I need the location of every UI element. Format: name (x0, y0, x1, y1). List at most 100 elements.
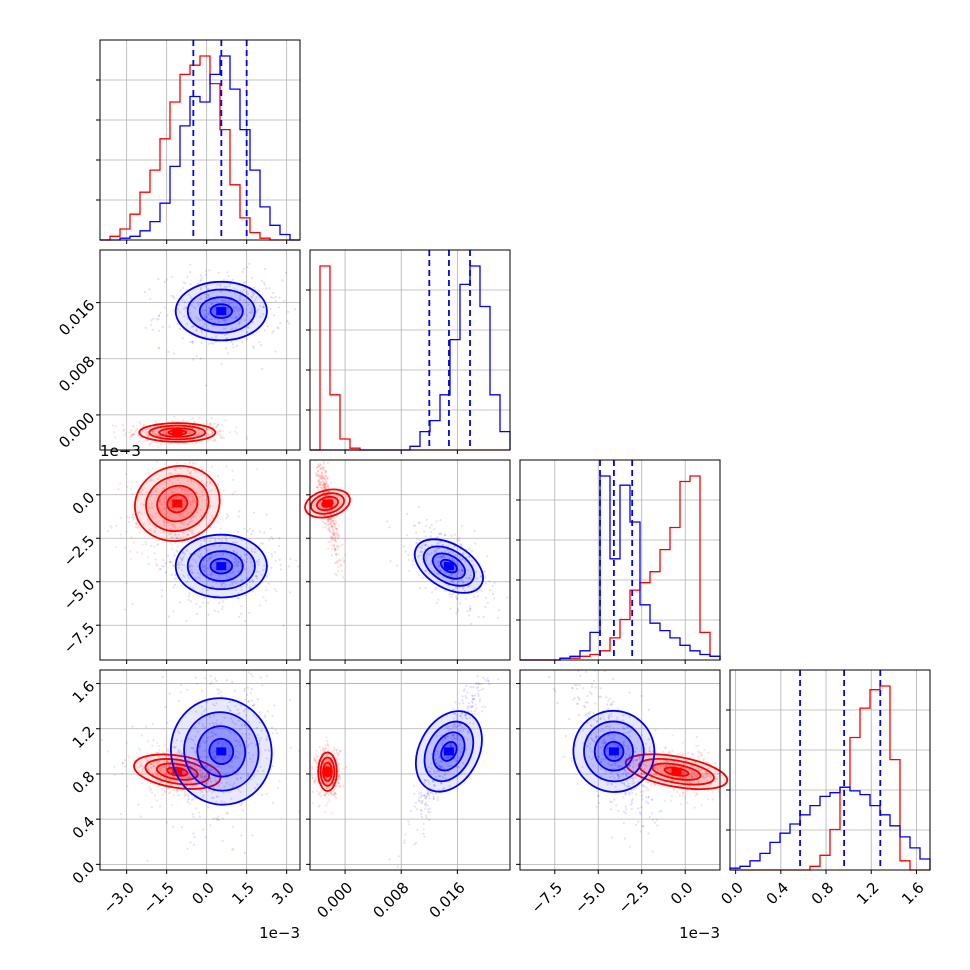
sample-point (146, 752, 149, 755)
sample-point (482, 676, 485, 679)
sample-point (591, 683, 594, 686)
sample-point (233, 574, 237, 577)
sample-point (342, 576, 345, 579)
sample-point (246, 331, 249, 334)
sample-point (407, 558, 410, 562)
sample-point (197, 532, 200, 535)
sample-point (418, 573, 421, 576)
sample-point (266, 325, 269, 328)
sample-point (139, 436, 142, 439)
sample-point (462, 689, 465, 693)
sample-point (179, 512, 182, 515)
sample-point (205, 435, 208, 438)
sample-point (140, 503, 143, 506)
sample-point (221, 424, 224, 427)
sample-point (197, 318, 200, 321)
sample-point (173, 496, 176, 499)
sample-point (131, 725, 134, 728)
sample-point (207, 579, 210, 582)
sample-point (415, 541, 418, 544)
sample-point (640, 694, 643, 698)
sample-point (192, 443, 195, 446)
sample-point (696, 793, 699, 796)
sample-point (465, 697, 468, 700)
sample-point (206, 589, 209, 592)
sample-point (325, 736, 328, 739)
sample-point (152, 515, 155, 518)
sample-point (166, 314, 169, 317)
sample-point (208, 505, 212, 508)
sample-point (227, 306, 230, 310)
sample-point (245, 301, 248, 304)
sample-point (227, 306, 230, 309)
x-tick-label: 0.016 (426, 879, 469, 922)
sample-point (640, 794, 644, 797)
sample-point (178, 486, 181, 489)
sample-point (197, 429, 200, 432)
sample-point (128, 756, 131, 759)
sample-point (143, 291, 146, 294)
sample-point (154, 516, 157, 519)
sample-point (289, 557, 292, 561)
sample-point (129, 550, 132, 553)
sample-point (162, 558, 165, 562)
sample-point (703, 748, 706, 751)
sample-point (333, 746, 336, 749)
sample-point (168, 524, 171, 527)
sample-point (333, 546, 336, 549)
sample-point (176, 308, 179, 311)
sample-point (162, 530, 165, 534)
sample-point (318, 791, 321, 794)
sample-point (114, 436, 117, 439)
sample-point (174, 577, 177, 580)
sample-point (268, 287, 271, 290)
sample-point (342, 767, 345, 770)
sample-point (700, 751, 703, 754)
sample-point (205, 548, 208, 551)
sample-point (158, 568, 161, 571)
sample-point (151, 430, 154, 433)
sample-point (165, 278, 168, 281)
sample-point (173, 526, 177, 530)
sample-point (320, 486, 323, 490)
sample-point (469, 607, 472, 610)
sample-point (647, 788, 650, 792)
sample-point (213, 438, 216, 442)
sample-point (179, 536, 182, 539)
sample-point (335, 530, 339, 533)
sample-point (199, 553, 202, 556)
sample-point (179, 526, 182, 529)
sample-point (151, 430, 154, 433)
sample-point (125, 581, 128, 585)
sample-point (172, 586, 175, 589)
sample-point (248, 262, 251, 265)
sample-point (149, 528, 152, 531)
sample-point (187, 598, 190, 601)
sample-point (180, 569, 184, 572)
sample-point (113, 773, 116, 776)
sample-point (333, 753, 336, 756)
sample-point (113, 765, 116, 769)
sample-point (271, 714, 274, 717)
sample-point (203, 308, 206, 311)
sample-point (333, 748, 336, 751)
sample-point (164, 481, 167, 484)
sample-point (161, 326, 164, 329)
sample-point (209, 573, 212, 576)
sample-point (261, 367, 264, 371)
sample-point (239, 290, 242, 293)
sample-point (196, 571, 199, 575)
x-tick-label: 1.2 (853, 879, 883, 909)
sample-point (237, 597, 240, 600)
panel-2-2 (516, 460, 720, 664)
sample-point (315, 749, 318, 752)
sample-point (182, 532, 185, 535)
sample-point (698, 751, 701, 754)
sample-point (198, 523, 201, 526)
sample-point (113, 431, 116, 434)
sample-point (182, 574, 185, 577)
sample-point (163, 522, 166, 525)
sample-point (175, 549, 178, 552)
sample-point (170, 294, 173, 297)
sample-point (192, 325, 195, 328)
